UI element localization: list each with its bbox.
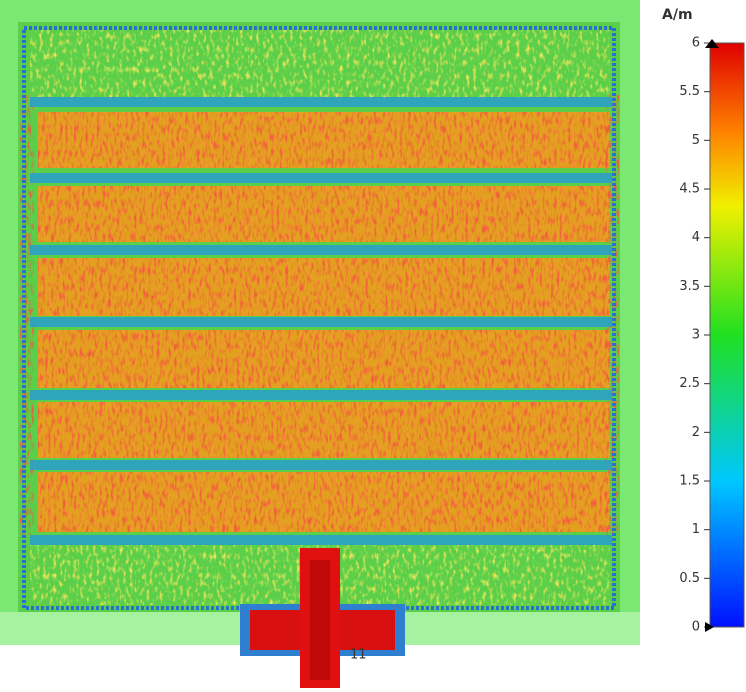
high-current-band [38, 330, 610, 388]
high-current-band [38, 186, 610, 242]
colorbar-tick-label: 1 [692, 522, 700, 537]
port-label: 11 [350, 648, 367, 663]
low-current-line [30, 390, 612, 400]
low-current-line [30, 460, 612, 470]
colorbar [709, 42, 745, 628]
high-current-band [38, 472, 610, 532]
colorbar-ticks: 0 0.5 1 1.5 2 2.5 3 3.5 4 4.5 5 5.5 6 [679, 36, 719, 635]
colorbar-tick-label: 0.5 [679, 571, 700, 586]
colorbar-tick-label: 3 [692, 328, 700, 343]
min-marker [705, 622, 714, 632]
high-current-band [38, 258, 610, 316]
low-region [30, 30, 610, 100]
current-field [20, 26, 619, 610]
low-current-line [30, 245, 612, 255]
colorbar-tick-label: 6 [692, 36, 700, 51]
colorbar-tick-label: 4 [692, 230, 700, 245]
low-current-line [30, 97, 612, 107]
max-marker [705, 39, 719, 48]
high-current-band [38, 402, 610, 458]
colorbar-tick-label: 5 [692, 133, 700, 148]
high-current-band [38, 112, 610, 168]
colorbar-tick-label: 1.5 [679, 474, 700, 489]
low-current-line [30, 535, 612, 545]
colorbar-unit: A/m [662, 7, 693, 23]
colorbar-tick-label: 2 [692, 425, 700, 440]
low-current-line [30, 173, 612, 183]
colorbar-tick-label: 3.5 [679, 279, 700, 294]
colorbar-tick-label: 2.5 [679, 376, 700, 391]
colorbar-tick-label: 4.5 [679, 182, 700, 197]
colorbar-tick-label: 5.5 [679, 84, 700, 99]
low-current-line [30, 317, 612, 327]
colorbar-tick-label: 0 [692, 620, 700, 635]
feed [240, 548, 405, 688]
